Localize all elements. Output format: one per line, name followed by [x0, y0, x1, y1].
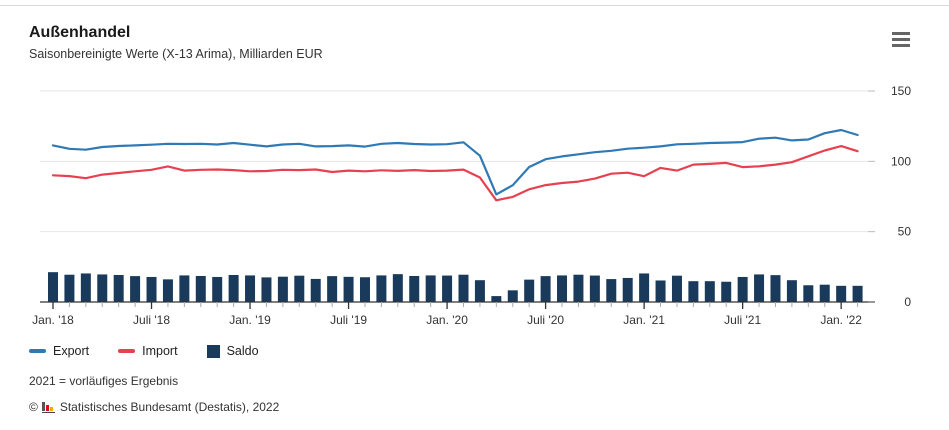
- legend-item-import[interactable]: Import: [118, 344, 178, 358]
- saldo-bar: [786, 280, 797, 302]
- saldo-bar: [195, 275, 206, 302]
- saldo-bar: [737, 276, 748, 302]
- legend-swatch-import: [118, 349, 136, 353]
- saldo-bar: [376, 275, 387, 302]
- saldo-bar: [524, 279, 535, 302]
- top-divider: [0, 5, 949, 6]
- saldo-bar: [113, 274, 124, 302]
- saldo-bar: [721, 281, 732, 302]
- saldo-bar: [130, 276, 141, 302]
- saldo-bar: [803, 285, 814, 302]
- saldo-bar: [819, 284, 830, 302]
- saldo-bar: [425, 275, 436, 302]
- legend-item-saldo[interactable]: Saldo: [206, 344, 259, 358]
- saldo-bar: [606, 279, 617, 302]
- x-axis-label: Juli '19: [330, 313, 367, 327]
- saldo-bar: [836, 285, 847, 302]
- legend-label: Export: [53, 344, 90, 358]
- saldo-bar: [852, 285, 863, 302]
- saldo-bar: [343, 276, 354, 302]
- saldo-bar: [277, 276, 288, 302]
- saldo-bar: [704, 281, 715, 302]
- legend-label: Import: [142, 344, 178, 358]
- saldo-bar: [639, 273, 650, 302]
- saldo-bar: [392, 274, 403, 302]
- x-axis-label: Jan. '18: [32, 313, 74, 327]
- legend-label: Saldo: [226, 344, 259, 358]
- saldo-bar: [622, 277, 633, 302]
- saldo-bar: [310, 278, 321, 302]
- saldo-bar: [507, 290, 518, 302]
- chart-header: Außenhandel Saisonbereinigte Werte (X-13…: [29, 23, 323, 62]
- y-axis-label-150: 150: [891, 84, 911, 98]
- saldo-bar: [474, 280, 485, 302]
- saldo-bar: [162, 279, 173, 302]
- footnote: 2021 = vorläufiges Ergebnis: [29, 374, 179, 388]
- saldo-bar: [48, 272, 58, 302]
- saldo-bar: [442, 275, 453, 302]
- copyright-text: Statistisches Bundesamt (Destatis), 2022: [59, 400, 280, 414]
- x-axis-label: Juli '20: [527, 313, 564, 327]
- saldo-bar: [491, 296, 502, 302]
- x-axis-label: Jan. '19: [229, 313, 271, 327]
- saldo-bar: [97, 274, 108, 302]
- saldo-bar: [409, 275, 420, 302]
- x-axis-label: Jan. '21: [623, 313, 665, 327]
- legend-item-export[interactable]: Export: [29, 344, 89, 358]
- saldo-bar: [754, 274, 765, 302]
- saldo-bar: [146, 276, 157, 302]
- chart-legend: Export Import Saldo: [29, 344, 259, 358]
- x-axis-label: Juli '18: [133, 313, 170, 327]
- series-line-export: [51, 128, 859, 196]
- saldo-bar: [688, 281, 699, 302]
- saldo-bar: [64, 274, 75, 302]
- saldo-bar: [327, 276, 338, 302]
- saldo-bar: [359, 277, 370, 302]
- series-line-import: [51, 145, 859, 202]
- destatis-logo-icon: [41, 401, 55, 413]
- x-axis-label: Juli '21: [724, 313, 761, 327]
- saldo-bar: [540, 276, 551, 302]
- copyright-symbol: ©: [29, 400, 38, 414]
- legend-swatch-export: [29, 349, 46, 353]
- x-axis-label: Jan. '20: [426, 313, 468, 327]
- page-title: Außenhandel: [29, 24, 131, 41]
- chart-subtitle: Saisonbereinigte Werte (X-13 Arima), Mil…: [29, 47, 323, 61]
- saldo-bar: [179, 275, 190, 302]
- saldo-bar: [294, 275, 305, 302]
- legend-swatch-saldo: [206, 344, 220, 358]
- saldo-bar: [655, 280, 666, 302]
- saldo-bar: [245, 275, 256, 302]
- saldo-bar: [573, 274, 584, 302]
- saldo-bar: [228, 274, 239, 302]
- saldo-bar: [671, 275, 682, 302]
- hamburger-menu-icon[interactable]: [891, 31, 911, 50]
- saldo-bar: [770, 275, 781, 302]
- saldo-bar: [557, 275, 568, 302]
- x-axis-label: Jan. '22: [820, 313, 862, 327]
- saldo-bar: [212, 276, 223, 302]
- saldo-bar: [458, 274, 469, 302]
- y-axis-label-100: 100: [891, 154, 911, 168]
- saldo-bar: [80, 273, 91, 302]
- saldo-bar: [589, 275, 600, 302]
- saldo-bar: [261, 277, 272, 302]
- y-axis-label-0: 0: [904, 295, 911, 309]
- copyright-line: © Statistisches Bundesamt (Destatis), 20…: [29, 400, 279, 414]
- y-axis-label-50: 50: [898, 225, 912, 239]
